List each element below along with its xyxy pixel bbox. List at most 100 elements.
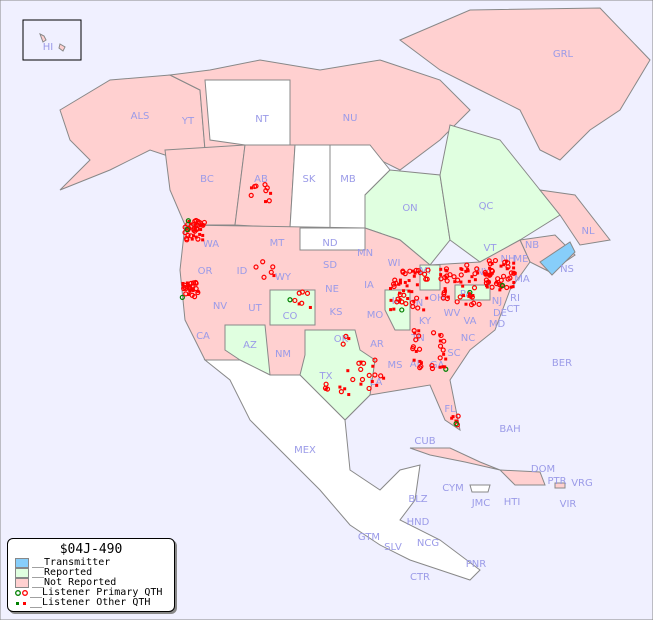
listener-other-qth	[397, 282, 401, 286]
listener-primary-qth	[340, 341, 346, 347]
legend-item-not-reported: __Not Reported	[8, 578, 174, 588]
listener-other-qth	[450, 416, 454, 420]
listener-other-qth	[201, 233, 205, 237]
listener-other-qth	[498, 288, 502, 292]
region-label-hi: HI	[43, 42, 53, 53]
listener-primary-qth	[457, 294, 463, 300]
region-label-nh: NH	[501, 254, 516, 265]
legend-item-primary-qth: __Listener Primary QTH	[8, 588, 174, 598]
region-label-grl: GRL	[553, 49, 574, 60]
listener-other-qth	[438, 339, 442, 343]
legend-label: __Transmitter	[32, 557, 111, 568]
listener-other-qth	[484, 272, 488, 276]
region-ptr	[554, 482, 566, 489]
listener-other-qth	[413, 331, 417, 335]
listener-primary-qth	[508, 270, 514, 276]
region-sk	[289, 144, 331, 229]
listener-other-qth	[485, 285, 489, 289]
listener-primary-qth	[338, 389, 344, 395]
region-label-wy: WY	[275, 272, 292, 283]
listener-primary-qth	[416, 346, 423, 352]
listener-primary-qth	[181, 285, 187, 292]
region-label-pa: PA	[460, 289, 472, 300]
listener-primary-qth	[304, 290, 311, 296]
listener-primary-qth	[399, 307, 405, 313]
listener-primary-qth	[184, 226, 190, 233]
region-label-sk: SK	[303, 174, 316, 185]
listener-other-qth	[442, 352, 446, 356]
listener-other-qth	[187, 293, 191, 297]
listener-other-qth	[188, 284, 192, 288]
listener-other-qth	[467, 294, 471, 298]
listener-primary-qth	[366, 385, 372, 392]
listener-primary-qth	[183, 285, 189, 292]
region-ns-transmitter	[539, 241, 576, 276]
listener-other-qth	[470, 275, 474, 279]
listener-primary-qth	[441, 338, 447, 344]
listener-primary-qth	[438, 276, 444, 282]
listener-other-qth	[464, 269, 468, 273]
listener-other-qth	[389, 308, 393, 312]
listener-other-qth	[402, 289, 406, 293]
listener-primary-qth	[474, 266, 480, 272]
legend-label: __Listener Primary QTH	[30, 587, 163, 598]
listener-primary-qth	[505, 276, 511, 282]
listener-primary-qth	[358, 366, 364, 373]
region-label-nl: NL	[581, 226, 594, 237]
region-label-jmc: JMC	[471, 498, 491, 509]
listener-other-qth	[185, 281, 189, 285]
legend: $04J-490 __Transmitter __Reported __Not …	[7, 538, 175, 612]
listener-primary-qth	[444, 295, 450, 302]
listener-primary-qth	[455, 413, 461, 419]
other-qth-icon	[15, 599, 29, 607]
listener-primary-qth	[418, 363, 424, 369]
region-label-in: IN	[413, 298, 423, 309]
region-label-cub: CUB	[414, 436, 435, 447]
listener-other-qth	[406, 297, 410, 301]
listener-primary-qth	[402, 271, 408, 277]
listener-other-qth	[347, 337, 351, 341]
listener-primary-qth	[425, 267, 431, 273]
listener-other-qth	[464, 302, 468, 306]
listener-primary-qth	[378, 373, 384, 379]
region-label-nm: NM	[275, 349, 291, 360]
listener-other-qth	[417, 329, 421, 333]
region-label-de: DE	[493, 308, 507, 319]
primary-qth-icon	[15, 589, 29, 597]
listener-primary-qth	[248, 192, 254, 198]
listener-primary-qth	[414, 295, 420, 301]
transmitter-swatch	[15, 558, 29, 568]
listener-primary-qth	[471, 300, 477, 306]
listener-primary-qth	[194, 226, 200, 232]
listener-other-qth	[187, 220, 191, 224]
region-label-wa: WA	[203, 239, 219, 250]
listener-other-qth	[466, 267, 470, 271]
listener-primary-qth	[268, 269, 274, 275]
listener-other-qth	[439, 267, 443, 271]
listener-primary-qth	[195, 236, 201, 242]
listener-primary-qth	[489, 284, 495, 290]
listener-other-qth	[488, 266, 492, 270]
region-nd	[299, 227, 366, 251]
listener-primary-qth	[451, 274, 457, 280]
region-label-sd: SD	[323, 260, 337, 271]
listener-primary-qth	[504, 284, 510, 291]
listener-primary-qth	[430, 330, 437, 336]
listener-primary-qth	[454, 299, 460, 305]
legend-item-transmitter: __Transmitter	[8, 558, 174, 568]
region-label-tx: TX	[319, 371, 333, 382]
listener-other-qth	[459, 280, 463, 284]
listener-other-qth	[499, 264, 503, 268]
region-label-gtm: GTM	[358, 532, 380, 543]
listener-other-qth	[490, 271, 494, 275]
listener-other-qth	[460, 267, 464, 271]
legend-label: __Not Reported	[32, 577, 117, 588]
listener-primary-qth	[500, 273, 507, 279]
region-label-mn: MN	[357, 248, 373, 259]
listener-primary-qth	[471, 285, 478, 291]
listener-primary-qth	[422, 271, 428, 277]
listener-primary-qth	[359, 376, 366, 383]
listener-other-qth	[445, 269, 449, 273]
listener-other-qth	[375, 383, 379, 387]
listener-primary-qth	[392, 277, 398, 283]
